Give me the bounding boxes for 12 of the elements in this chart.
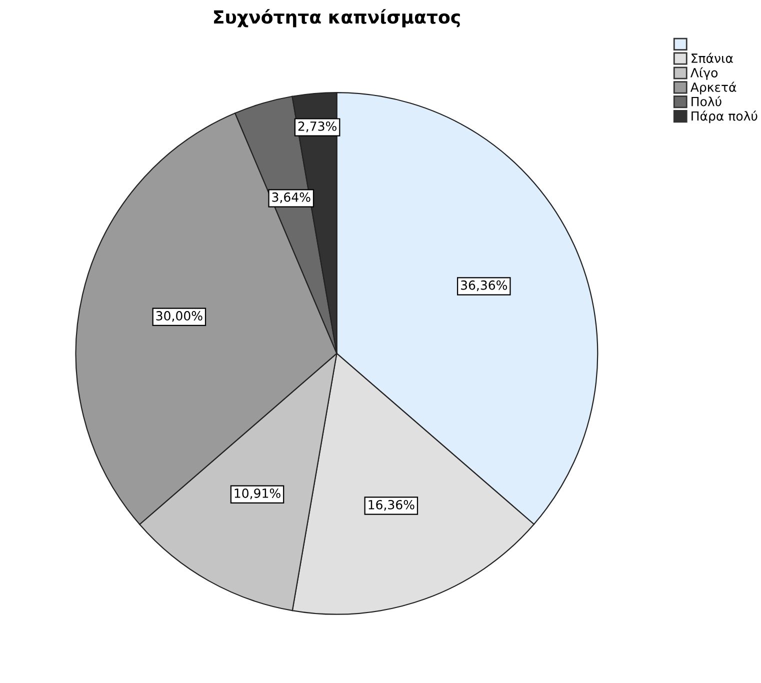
data-label: 2,73% <box>298 121 336 132</box>
data-label: 30,00% <box>156 311 202 322</box>
legend-label: Πάρα πολύ <box>692 110 758 124</box>
data-label: 10,91% <box>234 488 280 500</box>
legend-label: Σπάνια <box>692 52 733 64</box>
legend-label: Πολύ <box>692 96 722 106</box>
legend-label: Λίγο <box>690 67 718 80</box>
data-label: 16,36% <box>368 500 414 511</box>
data-label: 3,64% <box>272 192 310 204</box>
chart-title: Συχνότητα καπνίσματος <box>214 9 460 28</box>
data-label: 36,36% <box>461 280 508 292</box>
legend-label: Αρκετά <box>690 82 736 94</box>
